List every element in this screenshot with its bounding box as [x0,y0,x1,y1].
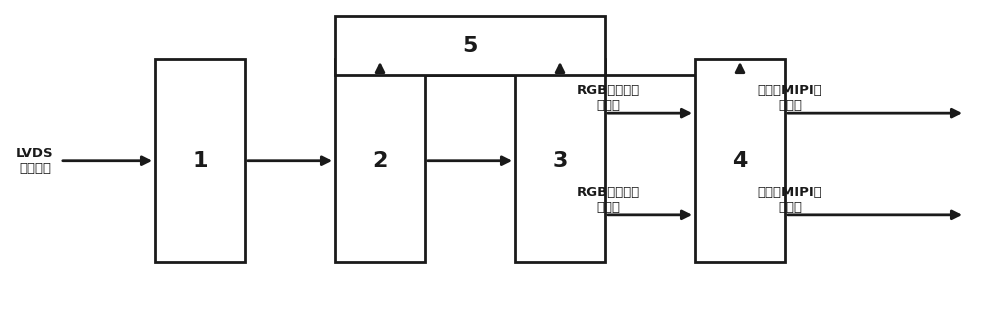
Bar [335,59,425,262]
Text: 右通道MIPI视
频信号: 右通道MIPI视 频信号 [758,186,822,214]
Bar [155,59,245,262]
Text: 2: 2 [372,151,388,171]
Text: 左通道MIPI视
频信号: 左通道MIPI视 频信号 [758,84,822,113]
Bar [335,16,605,75]
Text: 3: 3 [552,151,568,171]
Text: 1: 1 [192,151,208,171]
Text: 4: 4 [732,151,748,171]
Bar [515,59,605,262]
Text: LVDS
视频信号: LVDS 视频信号 [16,147,54,175]
Text: RGB奇分屏视
频信号: RGB奇分屏视 频信号 [576,84,640,113]
Bar [695,59,785,262]
Text: 5: 5 [462,36,478,56]
Text: RGB偶分屏视
频信号: RGB偶分屏视 频信号 [576,186,640,214]
